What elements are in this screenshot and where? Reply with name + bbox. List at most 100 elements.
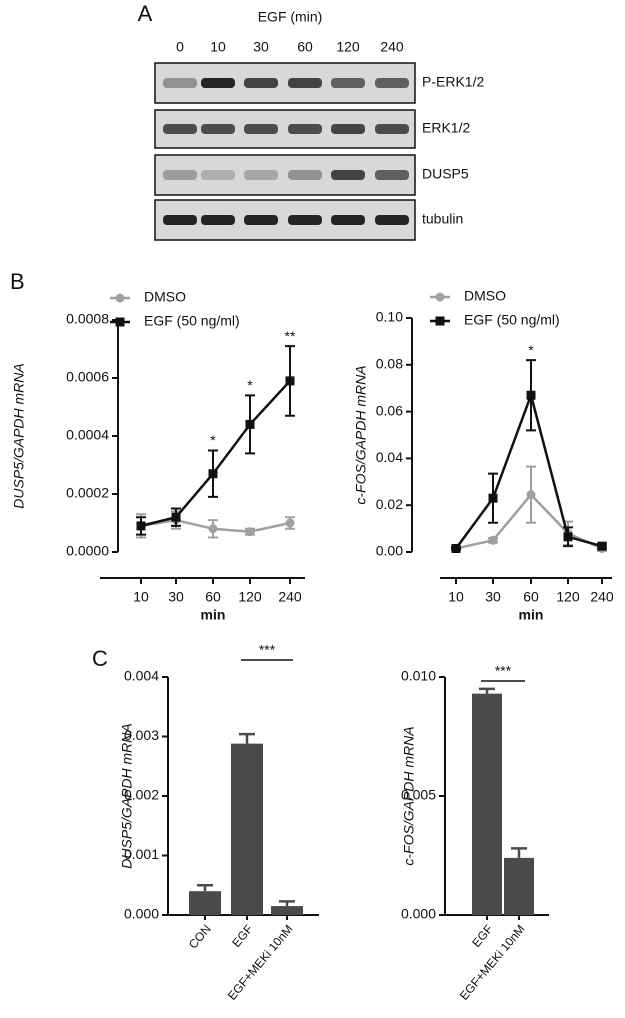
panel-label: B	[10, 269, 25, 294]
x-axis-label: min	[201, 607, 226, 623]
blot-band	[163, 124, 197, 134]
significance: *	[528, 342, 534, 358]
legend-marker	[435, 292, 445, 302]
significance: *	[210, 432, 216, 448]
blot-band	[375, 124, 409, 134]
y-tick-label: 0.0008	[66, 311, 109, 327]
legend-marker	[115, 317, 125, 327]
blot-band	[288, 124, 322, 134]
significance: *	[247, 377, 253, 393]
panel-label: C	[92, 646, 108, 671]
blot-band	[288, 78, 322, 88]
blot-band	[375, 78, 409, 88]
series-line	[454, 391, 603, 550]
blot-band	[288, 215, 322, 225]
blot-frame	[154, 109, 416, 149]
legend-label: DMSO	[464, 288, 506, 304]
point	[488, 493, 498, 503]
point	[208, 524, 218, 534]
blot-band	[331, 170, 365, 180]
x-tick-label: 60	[205, 589, 221, 605]
treatment-label: EGF (min)	[258, 9, 323, 25]
blot-band	[331, 215, 365, 225]
y-tick-label: 0.00	[376, 543, 403, 559]
series-line	[140, 380, 291, 528]
y-axis-label: DUSP5/GAPDH mRNA	[119, 723, 135, 868]
y-tick-label: 0.06	[376, 402, 403, 418]
point	[136, 521, 146, 531]
y-axis-label: c-FOS/GAPDH mRNA	[401, 726, 417, 865]
blot-band	[244, 78, 278, 88]
error-bar	[511, 847, 527, 858]
point	[563, 532, 573, 542]
panel-label: A	[138, 1, 153, 26]
row-label: P-ERK1/2	[422, 74, 484, 90]
y-tick-label: 0.10	[376, 309, 403, 325]
y-tick-label: 0.0000	[66, 543, 109, 559]
x-tick-label: 120	[238, 589, 262, 605]
lane-label: 10	[210, 39, 226, 55]
y-tick-label: 0.04	[376, 449, 403, 465]
blot-band	[244, 124, 278, 134]
point	[171, 512, 181, 522]
x-tick-label: 240	[278, 589, 302, 605]
bar	[189, 891, 221, 915]
blot-frame	[154, 62, 416, 104]
point	[488, 535, 498, 545]
blot-band	[163, 170, 197, 180]
lane-label: 0	[176, 39, 184, 55]
point	[597, 541, 607, 551]
x-tick-label: EGF	[229, 922, 256, 950]
row-label: DUSP5	[422, 166, 469, 182]
x-tick-label: EGF	[469, 922, 496, 950]
blot-band	[201, 215, 235, 225]
lane-label: 60	[297, 39, 313, 55]
blot-band	[331, 78, 365, 88]
y-tick-label: 0.004	[124, 668, 159, 684]
blot-frame	[154, 154, 416, 196]
bar	[472, 693, 502, 915]
blot-band	[375, 170, 409, 180]
error-bar	[239, 732, 255, 744]
y-tick-label: 0.003	[124, 727, 159, 743]
blot-frame	[154, 199, 416, 241]
lane-label: 120	[336, 39, 360, 55]
y-tick-label: 0.0004	[66, 427, 109, 443]
blot-band	[163, 78, 197, 88]
blot-band	[375, 215, 409, 225]
lane-label: 30	[253, 39, 269, 55]
legend-marker	[435, 316, 445, 326]
y-tick-label: 0.001	[124, 846, 159, 862]
point	[285, 518, 295, 528]
error-bar	[479, 687, 495, 694]
legend-marker	[115, 293, 125, 303]
significance: **	[285, 328, 296, 344]
blot-band	[163, 215, 197, 225]
blot-band	[201, 78, 235, 88]
y-tick-label: 0.000	[124, 906, 159, 922]
blot-band	[244, 215, 278, 225]
x-axis-label: min	[519, 607, 544, 623]
blot-band	[244, 170, 278, 180]
lane-label: 240	[380, 39, 404, 55]
error-bar	[279, 900, 295, 907]
point	[245, 419, 255, 429]
legend-label: EGF (50 ng/ml)	[144, 313, 240, 329]
y-tick-label: 0.000	[401, 906, 436, 922]
x-tick-label: 240	[590, 589, 614, 605]
point	[451, 543, 461, 553]
point	[208, 469, 218, 479]
blot-band	[331, 124, 365, 134]
x-tick-label: 10	[448, 589, 464, 605]
y-tick-label: 0.0002	[66, 485, 109, 501]
x-tick-label: 120	[556, 589, 580, 605]
y-axis-label: c-FOS/GAPDH mRNA	[353, 365, 369, 504]
error-bar	[197, 884, 213, 892]
point	[285, 376, 295, 386]
y-tick-label: 0.002	[124, 787, 159, 803]
significance: ***	[495, 663, 512, 679]
x-tick-label: 30	[168, 589, 184, 605]
y-tick-label: 0.005	[401, 787, 436, 803]
bar	[271, 906, 303, 915]
